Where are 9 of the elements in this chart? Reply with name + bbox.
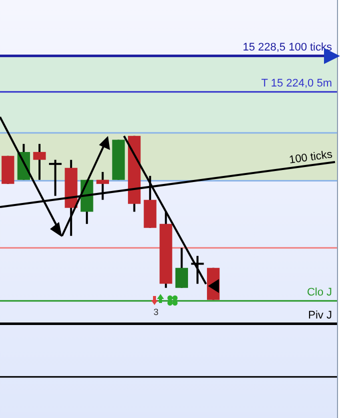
ref-line-label: Clo J <box>306 286 332 298</box>
candlestick <box>33 142 46 181</box>
candlestick <box>175 246 188 289</box>
text: 3 <box>153 306 159 317</box>
ref-line-label: T 15 224,0 5m <box>261 77 332 90</box>
text: 100 ticks <box>288 148 334 166</box>
ref-line-label: 15 228,5 100 ticks <box>242 41 332 54</box>
ref-line-label: Piv J <box>308 309 332 322</box>
candlestick <box>96 170 110 201</box>
